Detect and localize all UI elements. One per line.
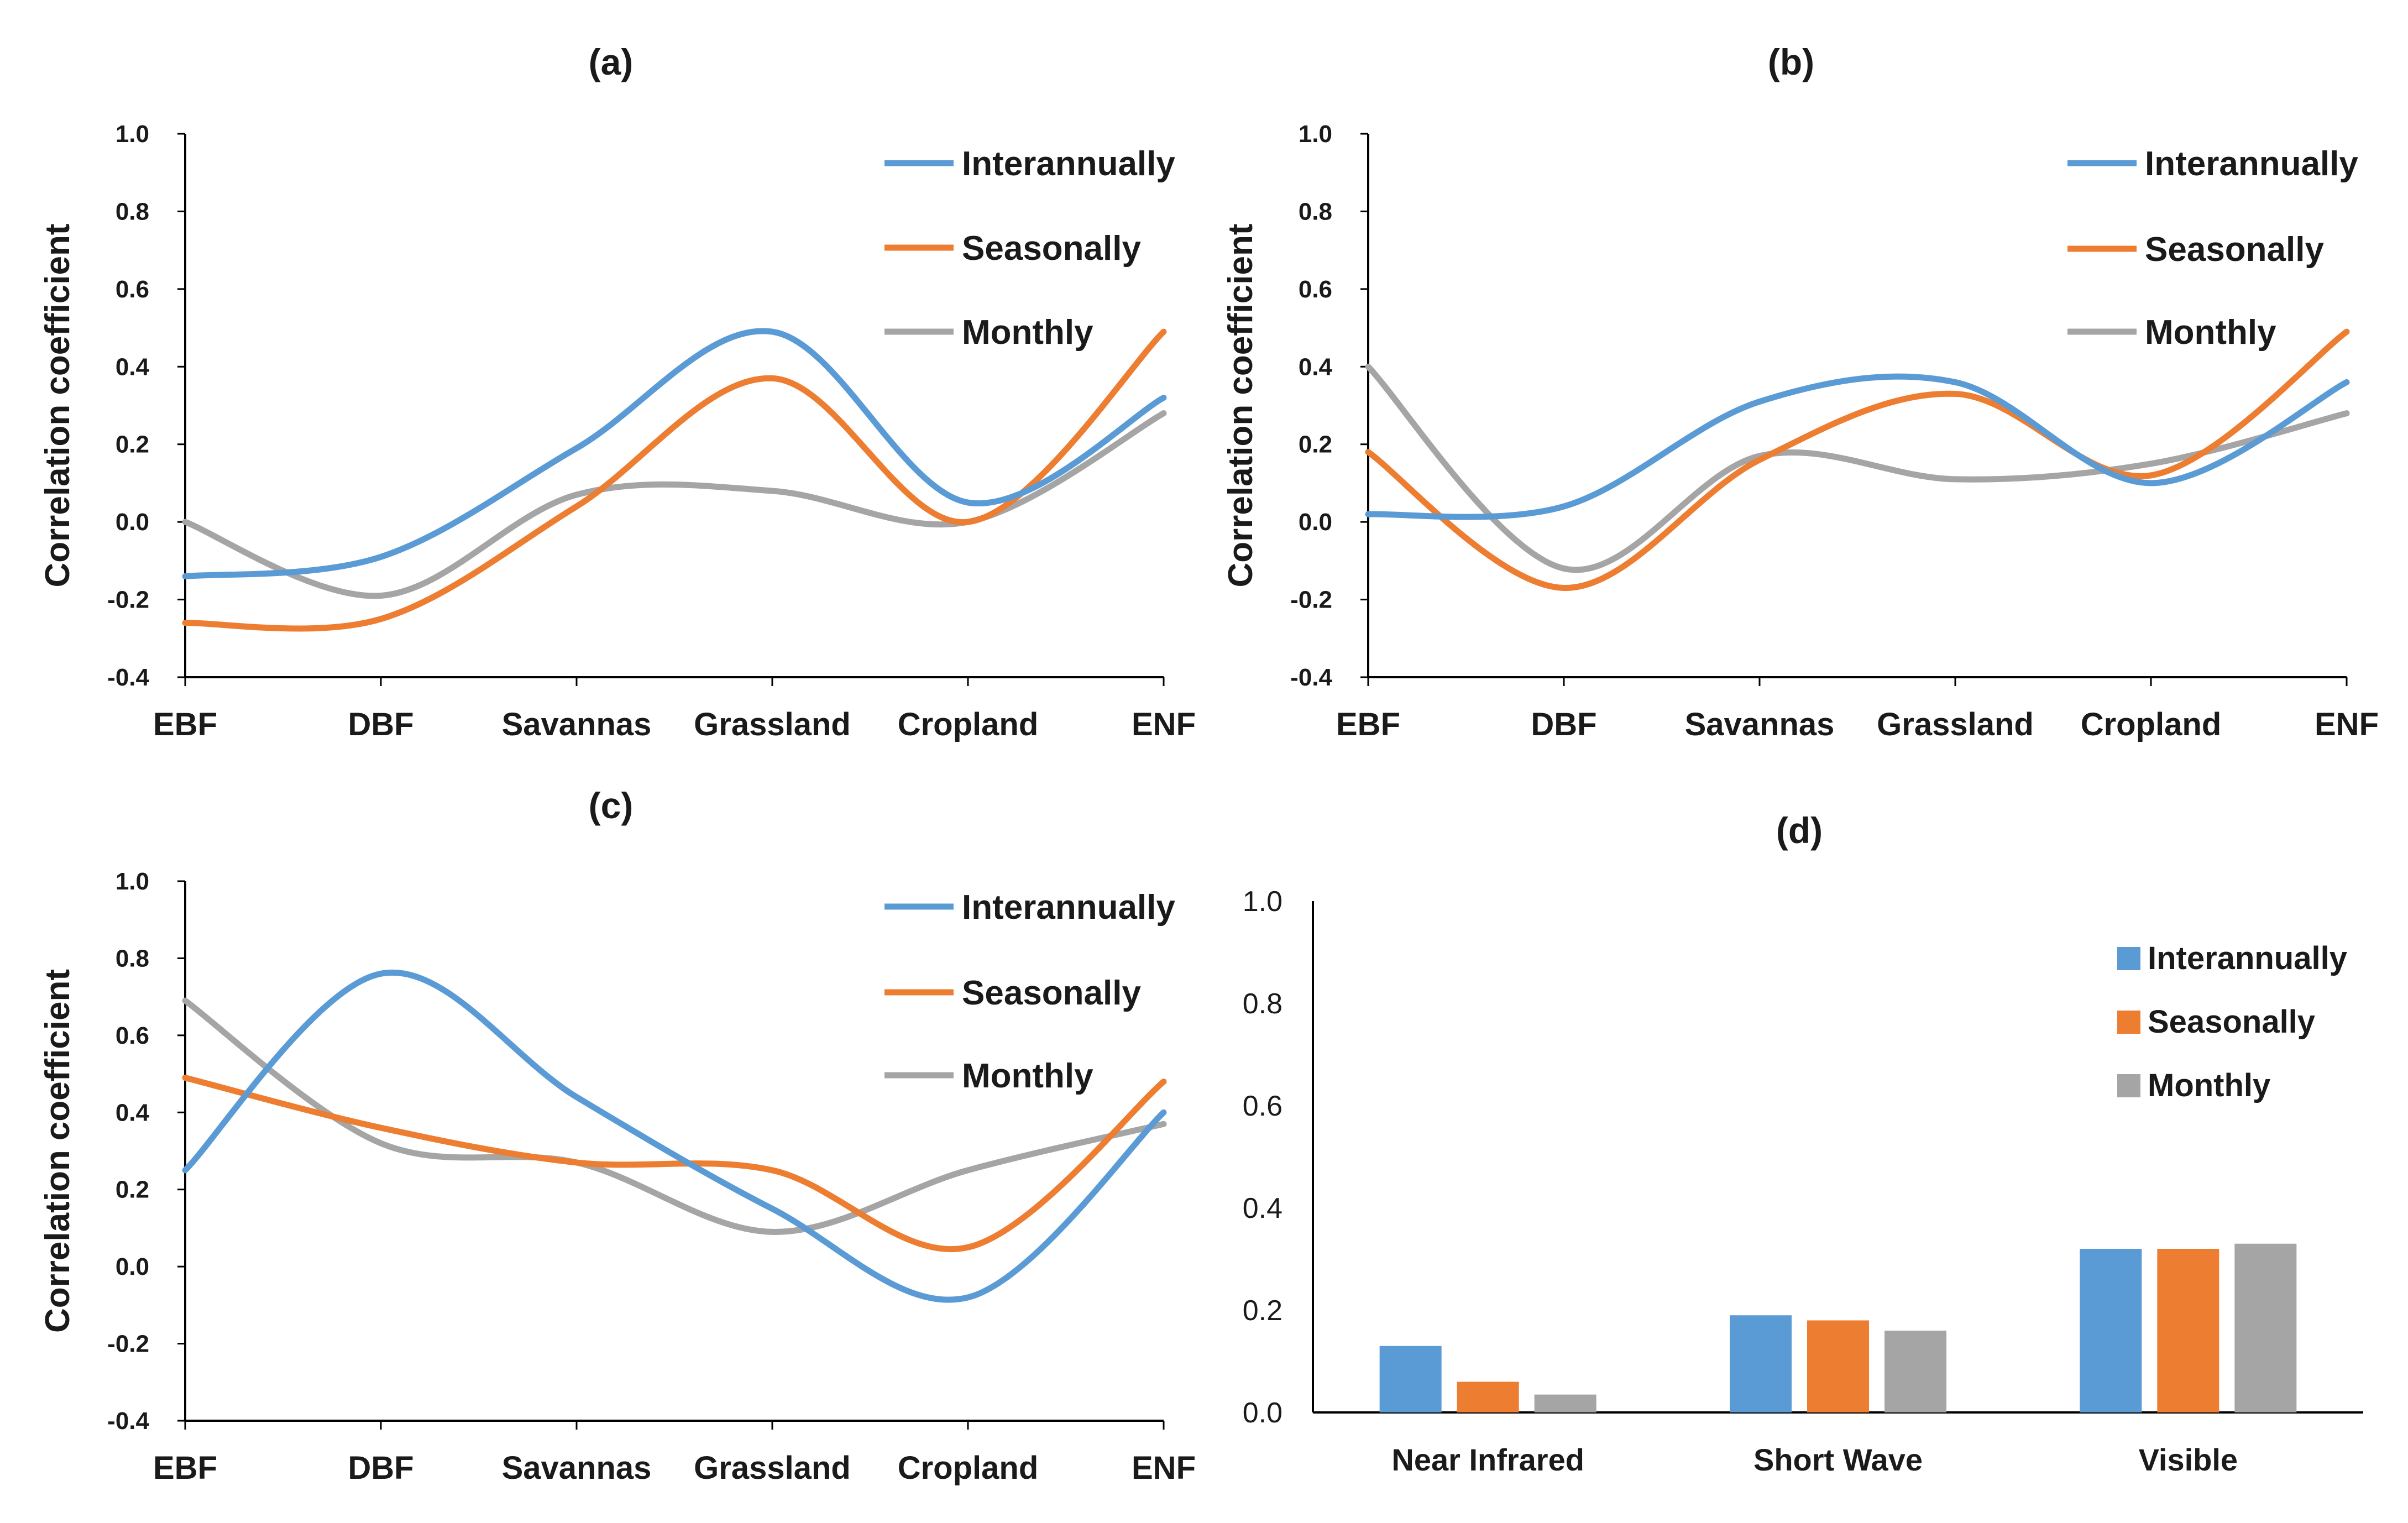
y-tick-label: 0.0 [1299, 509, 1332, 536]
x-tick-label: Grassland [694, 706, 851, 742]
y-tick-label: 0.2 [116, 431, 149, 458]
chart-panel-d: (d) 1.0 0.8 0.6 0.4 0.2 0.0 Near Infrared Short … [1243, 810, 2363, 1477]
panel-title: (c) [589, 785, 634, 826]
series-line-interannually [1365, 373, 2350, 520]
y-tick-label: 0.4 [1299, 353, 1333, 380]
legend-label-interannually: Interannually [2148, 940, 2347, 976]
series-line-monthly [1365, 363, 2350, 573]
y-tick-label: 0.4 [1243, 1192, 1282, 1224]
x-tick-label: Cropland [898, 1450, 1039, 1486]
x-tick-label: Visible [2139, 1442, 2238, 1477]
bar-interannually [1379, 1346, 1442, 1412]
chart-panel-a: (a) Correlation coefficient 1.0 0.8 0.6 0.4 0.… [39, 41, 1196, 742]
legend-label-seasonally: Seasonally [2148, 1004, 2315, 1040]
x-tick-label: ENF [1132, 706, 1196, 742]
legend-swatch-seasonally [2117, 1011, 2140, 1034]
y-tick-label: 0.0 [1243, 1397, 1282, 1429]
y-tick-label: -0.2 [1290, 587, 1332, 614]
y-tick-label: -0.4 [107, 1407, 149, 1435]
y-tick-label: 1.0 [116, 868, 149, 895]
y-tick-label: 0.4 [116, 353, 150, 380]
x-tick-label: EBF [1336, 706, 1400, 742]
y-tick-label: 1.0 [116, 121, 149, 148]
bar-monthly [1534, 1394, 1596, 1412]
y-tick-label: 0.8 [116, 945, 149, 972]
x-tick-label: ENF [2315, 706, 2379, 742]
y-tick-label: 1.0 [1299, 121, 1332, 148]
series-line-seasonally [182, 328, 1167, 632]
legend-label-interannually: Interannually [962, 145, 1175, 183]
y-tick-label: 0.4 [116, 1099, 150, 1126]
bar-interannually [1730, 1315, 1792, 1412]
y-tick-label: 0.2 [1243, 1295, 1282, 1327]
x-tick-label: Cropland [2081, 706, 2222, 742]
y-tick-label: 0.0 [116, 1253, 149, 1280]
x-tick-label: Grassland [1877, 706, 2034, 742]
chart-panel-b: (b) Correlation coefficient 1.0 0.8 0.6 0.4 0.… [1222, 41, 2379, 742]
legend-label-monthly: Monthly [962, 1057, 1093, 1095]
legend-label-monthly: Monthly [2148, 1067, 2270, 1103]
legend-label-seasonally: Seasonally [962, 229, 1141, 268]
legend-label-interannually: Interannually [2145, 145, 2358, 183]
y-axis-title: Correlation coefficient [39, 224, 77, 588]
bar-interannually [2080, 1249, 2142, 1412]
x-tick-label: Savannas [502, 1450, 652, 1486]
legend-swatch-monthly [2117, 1074, 2140, 1097]
x-tick-label: Grassland [694, 1450, 851, 1486]
x-tick-label: DBF [348, 1450, 413, 1486]
y-tick-label: 0.8 [1299, 198, 1332, 225]
y-tick-label: 0.6 [116, 1022, 149, 1049]
legend-label-monthly: Monthly [2145, 313, 2276, 352]
legend-label-seasonally: Seasonally [962, 974, 1141, 1012]
x-tick-label: EBF [153, 1450, 217, 1486]
chart-panel-c: (c) Correlation coefficient 1.0 0.8 0.6 0.4 0.… [39, 785, 1196, 1486]
legend-swatch-interannually [2117, 947, 2140, 970]
y-tick-label: -0.2 [107, 587, 149, 614]
legend-label-interannually: Interannually [962, 888, 1175, 927]
series-line-interannually [182, 328, 1167, 579]
y-tick-label: 0.6 [116, 276, 149, 303]
y-tick-label: 0.2 [116, 1176, 149, 1203]
x-tick-label: DBF [1531, 706, 1596, 742]
panel-title: (a) [589, 41, 634, 82]
legend-label-seasonally: Seasonally [2145, 231, 2324, 269]
y-tick-label: -0.4 [107, 664, 149, 691]
x-tick-label: Savannas [502, 706, 652, 742]
y-tick-label: 0.6 [1243, 1090, 1282, 1122]
y-tick-label: 0.8 [1243, 988, 1282, 1020]
panel-title: (b) [1768, 41, 1814, 82]
series-line-seasonally [182, 1075, 1167, 1253]
x-tick-label: Near Infrared [1391, 1442, 1584, 1477]
bar-monthly [2234, 1243, 2297, 1412]
y-tick-label: 0.2 [1299, 431, 1332, 458]
y-tick-label: 0.6 [1299, 276, 1332, 303]
y-tick-label: -0.4 [1290, 664, 1332, 691]
bar-seasonally [2157, 1249, 2219, 1412]
series-line-seasonally [1365, 328, 2350, 592]
x-tick-label: EBF [153, 706, 217, 742]
bar-seasonally [1457, 1381, 1519, 1412]
legend-label-monthly: Monthly [962, 313, 1093, 352]
x-tick-label: Cropland [898, 706, 1039, 742]
x-tick-label: Short Wave [1753, 1442, 1923, 1477]
bar-monthly [1884, 1331, 1946, 1412]
panel-title: (d) [1776, 810, 1823, 851]
bar-seasonally [1807, 1320, 1869, 1412]
y-tick-label: -0.2 [107, 1331, 149, 1358]
x-tick-label: ENF [1132, 1450, 1196, 1486]
y-axis-title: Correlation coefficient [39, 969, 77, 1333]
x-tick-label: Savannas [1685, 706, 1835, 742]
y-axis-title: Correlation coefficient [1222, 224, 1260, 588]
y-tick-label: 0.0 [116, 509, 149, 536]
x-tick-label: DBF [348, 706, 413, 742]
y-tick-label: 1.0 [1243, 886, 1282, 918]
y-tick-label: 0.8 [116, 198, 149, 225]
series-line-interannually [182, 969, 1167, 1303]
